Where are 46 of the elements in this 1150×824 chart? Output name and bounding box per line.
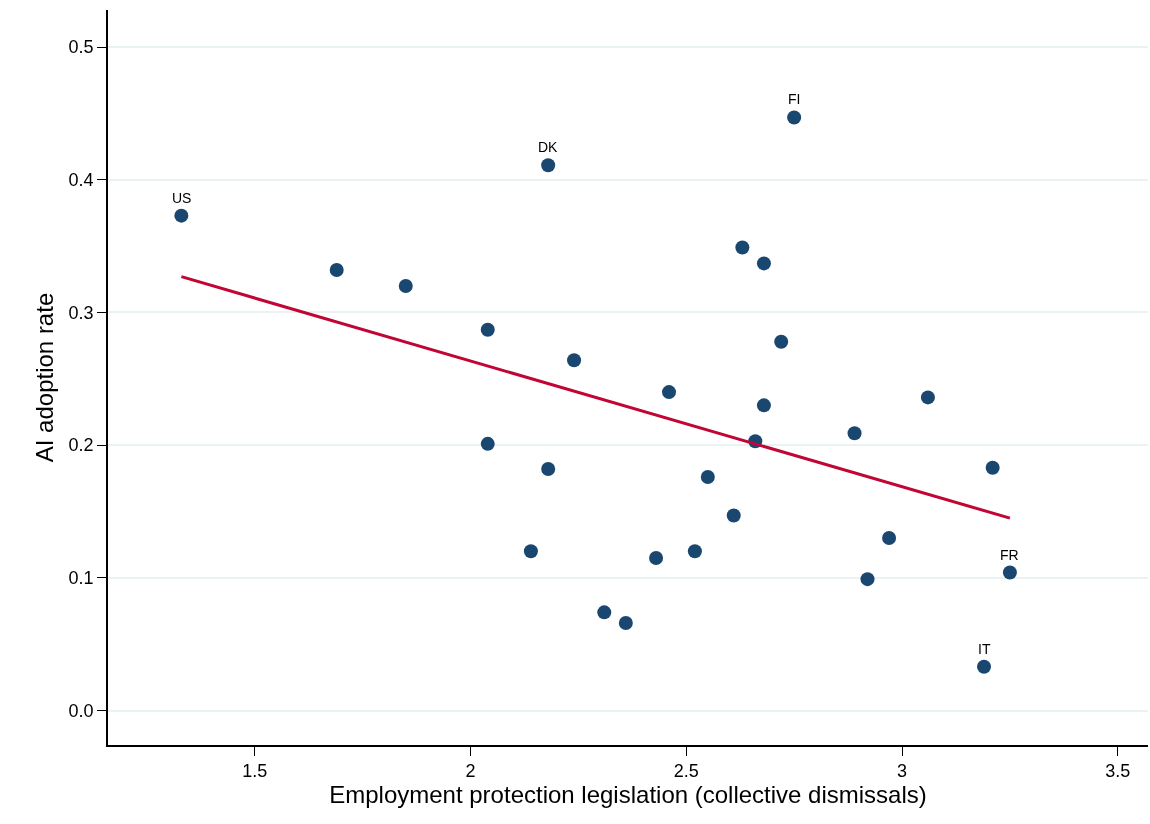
y-tick-label: 0.5 <box>68 37 94 58</box>
point <box>618 615 633 630</box>
y-axis-title: AI adoption rate <box>31 292 59 463</box>
point <box>480 322 495 337</box>
annotation: IT <box>978 641 991 657</box>
point <box>687 544 702 559</box>
point <box>700 470 715 484</box>
y-tick-label: 0.4 <box>68 170 94 191</box>
point <box>174 208 189 223</box>
annotation: US <box>172 190 192 206</box>
annotation: FI <box>788 91 801 107</box>
x-axis-title: Employment protection legislation (collective dismissals) <box>329 781 927 809</box>
y-tick-label: 0.2 <box>68 435 94 456</box>
point <box>847 426 862 441</box>
point <box>756 256 771 271</box>
annotation: FR <box>1000 547 1019 563</box>
x-tick-label: 3.5 <box>1105 761 1131 782</box>
point <box>541 462 556 477</box>
point <box>597 605 612 620</box>
point <box>541 158 556 173</box>
point <box>480 436 495 451</box>
point <box>649 550 664 565</box>
point <box>787 110 802 125</box>
y-tick-label: 0.0 <box>68 700 94 721</box>
point <box>860 572 875 587</box>
x-tick-label: 2 <box>465 761 476 782</box>
point <box>523 544 538 559</box>
point <box>329 263 344 278</box>
annotation: DK <box>538 139 559 155</box>
point <box>977 659 992 674</box>
x-tick-label: 1.5 <box>242 761 268 782</box>
x-tick-label: 2.5 <box>673 761 699 782</box>
point <box>567 353 582 368</box>
x-tick-label: 3 <box>897 761 908 782</box>
point <box>920 390 935 405</box>
y-tick-label: 0.3 <box>68 302 94 323</box>
point <box>662 385 676 400</box>
point <box>1002 565 1017 580</box>
point <box>756 398 771 413</box>
point <box>726 508 741 523</box>
point <box>774 334 789 349</box>
point <box>398 278 413 293</box>
point <box>735 240 750 255</box>
point <box>882 531 897 546</box>
y-tick-label: 0.1 <box>68 568 94 589</box>
point <box>985 460 1000 475</box>
